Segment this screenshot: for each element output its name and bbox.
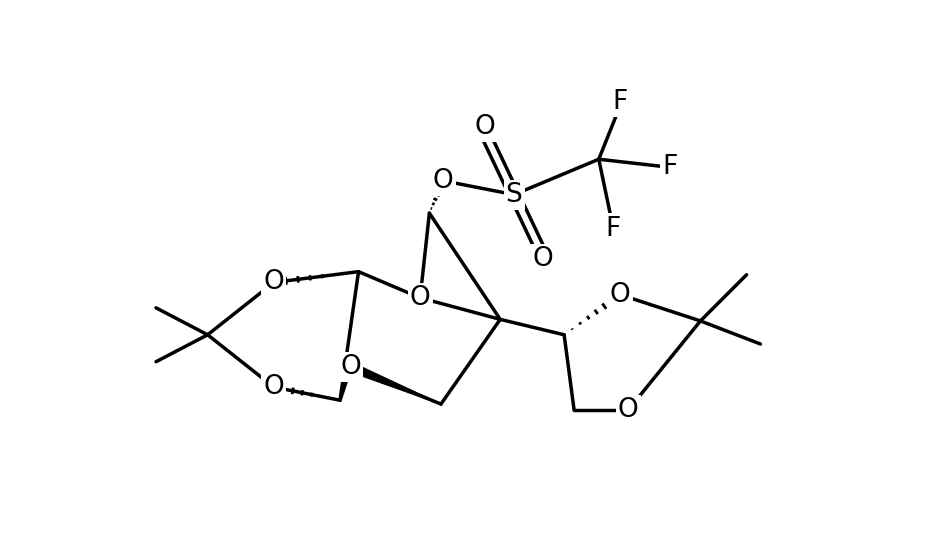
Text: F: F [613,89,628,115]
Text: O: O [264,374,285,400]
Text: O: O [341,354,361,380]
Text: O: O [264,269,285,295]
Text: S: S [506,182,523,208]
Text: O: O [610,282,631,308]
Text: O: O [433,168,453,194]
Text: O: O [474,114,495,140]
Text: O: O [409,285,430,311]
Text: O: O [618,397,639,423]
Text: F: F [605,215,621,242]
Text: O: O [533,246,554,273]
Polygon shape [349,363,441,404]
Text: F: F [662,154,677,180]
